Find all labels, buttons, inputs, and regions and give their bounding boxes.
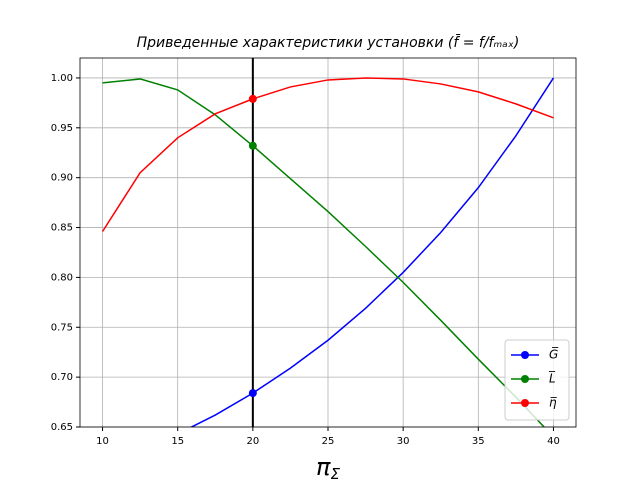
point-marker [248, 94, 257, 103]
x-label-base: π [316, 453, 331, 480]
x-tick-label: 30 [397, 436, 410, 447]
y-tick-label: 0.95 [51, 123, 73, 134]
plot-frame [79, 57, 577, 428]
y-tick-label: 0.75 [51, 322, 73, 333]
x-tick-label: 15 [171, 436, 184, 447]
chart-title: Приведенные характеристики установки (f̄… [137, 33, 520, 51]
x-tick-label: 25 [322, 436, 335, 447]
y-tick-label: 1.00 [51, 73, 73, 84]
series-line [102, 78, 546, 427]
x-axis-label: πΣ [316, 453, 340, 480]
legend-marker [521, 399, 529, 407]
y-tick-label: 0.65 [51, 422, 73, 433]
legend-marker [521, 375, 529, 383]
y-tick-label: 0.85 [51, 223, 73, 234]
legend-label: G̅ [549, 346, 559, 361]
legend-marker [521, 351, 529, 359]
x-tick-label: 40 [547, 436, 560, 447]
y-tick-label: 0.90 [51, 173, 73, 184]
point-marker [248, 389, 257, 398]
legend-label: η̅ [549, 396, 558, 410]
x-label-sub: Σ [330, 465, 340, 481]
legend-box [504, 339, 570, 421]
series-line [101, 77, 554, 232]
x-tick-label: 35 [472, 436, 485, 447]
point-marker [248, 141, 257, 150]
x-tick-label: 10 [96, 436, 109, 447]
y-tick-label: 0.70 [51, 372, 73, 383]
series-line [189, 77, 555, 427]
x-tick-label: 20 [246, 436, 259, 447]
legend-label: L̅ [548, 370, 556, 385]
y-tick-label: 0.80 [51, 272, 73, 283]
